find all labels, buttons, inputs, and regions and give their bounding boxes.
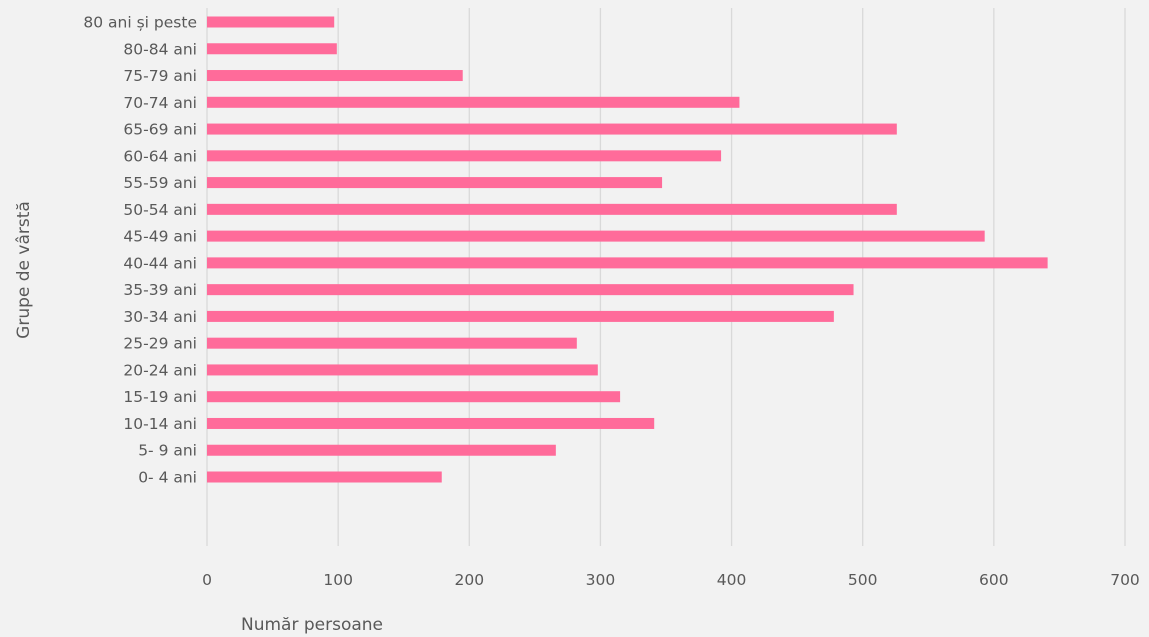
category-label: 15-19 ani — [123, 388, 197, 406]
x-tick-label: 0 — [202, 571, 212, 589]
x-tick-label: 300 — [586, 571, 616, 589]
category-label: 40-44 ani — [123, 254, 197, 272]
x-axis-title: Număr persoane — [241, 615, 383, 635]
category-label: 0- 4 ani — [138, 469, 197, 487]
category-label: 60-64 ani — [123, 147, 197, 165]
bar — [207, 391, 621, 403]
category-label: 65-69 ani — [123, 121, 197, 139]
bar — [207, 70, 463, 82]
x-tick-label: 100 — [323, 571, 353, 589]
category-label: 10-14 ani — [123, 415, 197, 433]
y-axis-title: Grupe de vârstă — [14, 201, 34, 339]
bar — [207, 43, 337, 55]
bar — [207, 417, 655, 429]
bar — [207, 230, 985, 242]
bar — [207, 16, 335, 28]
bar — [207, 310, 834, 322]
bar — [207, 337, 577, 349]
category-label: 25-29 ani — [123, 335, 197, 353]
bar — [207, 150, 722, 162]
bar — [207, 203, 897, 215]
category-label: 50-54 ani — [123, 201, 197, 219]
category-label: 70-74 ani — [123, 94, 197, 112]
bar — [207, 284, 854, 296]
category-label: 35-39 ani — [123, 281, 197, 299]
category-label: 55-59 ani — [123, 174, 197, 192]
bar — [207, 471, 442, 483]
category-labels: 0- 4 ani 5- 9 ani 10-14 ani 15-19 ani 20-24 … — [83, 14, 197, 487]
x-tick-label: 600 — [979, 571, 1009, 589]
category-label: 80-84 ani — [123, 40, 197, 58]
bar — [207, 123, 897, 135]
category-label: 20-24 ani — [123, 361, 197, 379]
x-tick-label: 700 — [1110, 571, 1140, 589]
bar — [207, 257, 1048, 269]
category-label: 5- 9 ani — [138, 442, 197, 460]
x-tick-label: 400 — [717, 571, 747, 589]
bars — [207, 16, 1048, 483]
bar — [207, 96, 740, 108]
bar — [207, 364, 598, 376]
category-label: 80 ani și peste — [83, 14, 197, 32]
x-tick-label: 200 — [454, 571, 484, 589]
category-label: 30-34 ani — [123, 308, 197, 326]
bar — [207, 444, 556, 456]
category-label: 75-79 ani — [123, 67, 197, 85]
category-label: 45-49 ani — [123, 228, 197, 246]
bar — [207, 177, 663, 189]
x-tick-label: 500 — [848, 571, 878, 589]
x-tick-labels: 0 100 200 300 400 500 600 700 — [202, 571, 1140, 589]
